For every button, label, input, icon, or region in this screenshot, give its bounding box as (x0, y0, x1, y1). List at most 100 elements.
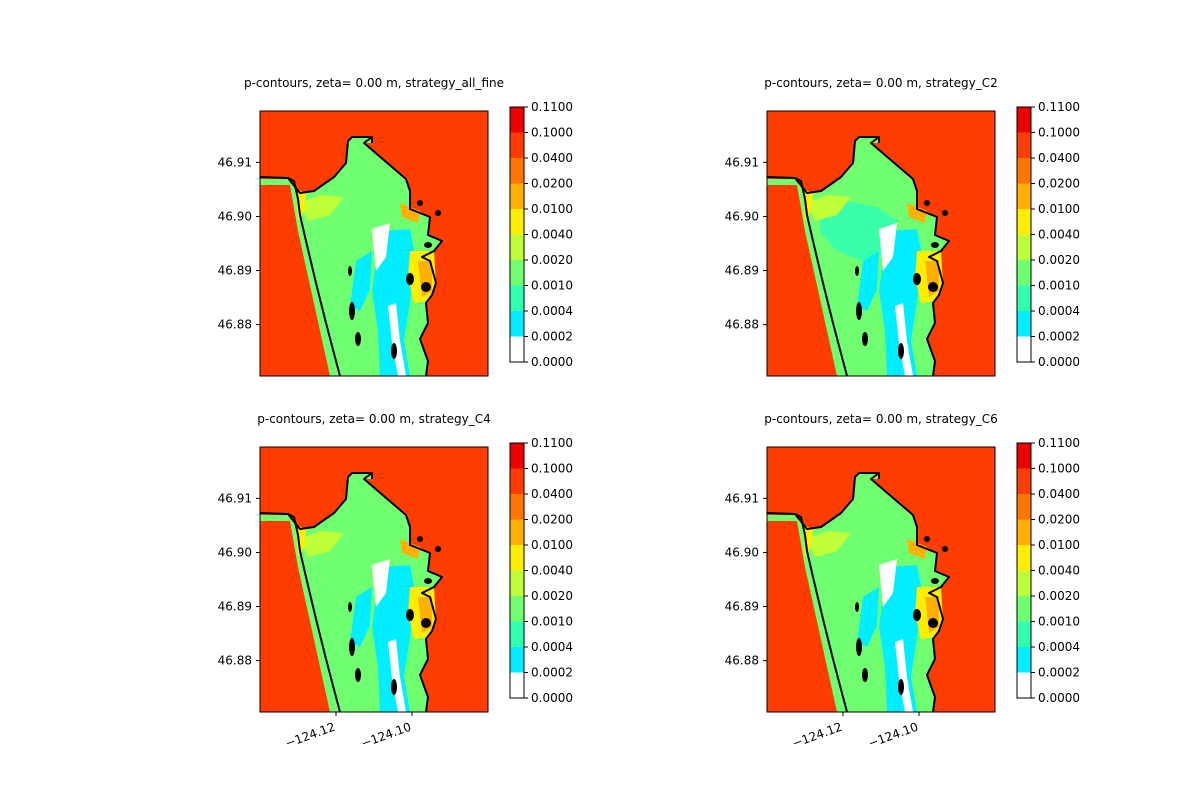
colorbar-label: 0.0400 (1038, 151, 1080, 165)
ytick-label: 46.90 (725, 209, 759, 223)
colorbar-label: 0.0020 (1038, 589, 1080, 603)
colorbar-label: 0.0100 (1038, 202, 1080, 216)
colorbar-band-0.0400 (510, 468, 524, 495)
coastline-east (363, 136, 443, 376)
panel-title: p-contours, zeta= 0.00 m, strategy_C6 (764, 412, 997, 426)
band-east-warm (400, 539, 420, 559)
coastline-west (260, 512, 341, 712)
island-2 (862, 668, 868, 682)
island-4 (391, 343, 397, 359)
contour-field (260, 111, 488, 376)
colorbar-label: 0.1100 (1038, 436, 1080, 450)
island-8 (435, 210, 441, 216)
colorbar-label: 0.0002 (531, 330, 573, 344)
colorbar-band-0.0004 (510, 285, 524, 312)
panels: 46.91 46.90 46.89 46.88 p-contours, zeta= 0.… (218, 76, 1080, 751)
ytick-label: 46.91 (725, 155, 759, 169)
coastline-north (287, 136, 373, 194)
island-2 (355, 668, 361, 682)
island-6 (928, 282, 938, 292)
band-channel-west (857, 587, 879, 647)
map-panel-3: 46.91 46.90 46.89 46.88 −124.12 −124.10 p-cont… (218, 412, 573, 751)
band-east-warm (907, 203, 927, 223)
island-9 (424, 578, 432, 584)
colorbar-band-0.0200 (510, 158, 524, 184)
colorbar-band-0.1000 (510, 443, 524, 469)
colorbar: 0.1100 0.1000 0.0400 0.0200 0.0100 0.0040 0.00… (509, 100, 573, 369)
island-8 (942, 210, 948, 216)
xtick-label: −124.10 (359, 720, 413, 751)
band-white-north (372, 559, 390, 607)
contour-field (767, 111, 995, 376)
band-channel-west (857, 251, 879, 311)
band-0.0040 (807, 195, 851, 221)
colorbar-band-0.0020 (510, 570, 524, 597)
coastline-west (767, 512, 848, 712)
colorbar-band-0.1000 (510, 107, 524, 133)
island-1 (349, 302, 355, 320)
ytick-label: 46.88 (218, 318, 252, 332)
colorbar-band-0.0000 (1017, 672, 1031, 699)
band-east-warm (400, 203, 420, 223)
coastline-north (287, 472, 373, 530)
band-interior (310, 201, 390, 261)
ytick-label: 46.89 (725, 264, 759, 278)
band-channel-west (350, 587, 372, 647)
colorbar-band-0.0010 (1017, 596, 1031, 622)
island-5 (913, 273, 921, 285)
island-8 (435, 546, 441, 552)
band-0.0002 (879, 229, 923, 376)
colorbar-label: 0.0020 (531, 589, 573, 603)
colorbar-label: 0.0040 (1038, 228, 1080, 242)
coastline-east (870, 472, 950, 712)
colorbar-band-0.0200 (1017, 158, 1031, 184)
island-9 (424, 242, 432, 248)
band-white-north (879, 559, 897, 607)
island-7 (417, 200, 423, 206)
ytick-label: 46.89 (725, 600, 759, 614)
coastline-west (767, 176, 848, 376)
band-0.0040 (300, 531, 344, 557)
ytick-label: 46.89 (218, 600, 252, 614)
island-3 (855, 602, 859, 612)
colorbar-label: 0.0400 (531, 151, 573, 165)
band-interior (817, 201, 897, 261)
xtick-label: −124.10 (866, 720, 920, 751)
map-panel-1: 46.91 46.90 46.89 46.88 p-contours, zeta= 0.… (218, 76, 573, 377)
colorbar-label: 0.0100 (531, 202, 573, 216)
colorbar-label: 0.0040 (531, 228, 573, 242)
colorbar-band-0.0004 (510, 621, 524, 648)
colorbar-label: 0.1100 (531, 100, 573, 114)
colorbar-band-0.0000 (510, 672, 524, 699)
band-0.0000 (388, 639, 406, 712)
island-2 (355, 332, 361, 346)
panel-title: p-contours, zeta= 0.00 m, strategy_all_f… (244, 76, 504, 90)
colorbar-label: 0.0200 (531, 177, 573, 191)
axes-frame (259, 446, 489, 713)
island-7 (417, 536, 423, 542)
band-0.0040 (300, 195, 344, 221)
island-2 (862, 332, 868, 346)
contour-field (260, 447, 488, 712)
colorbar-label: 0.1100 (1038, 100, 1080, 114)
colorbar-label: 0.0400 (1038, 487, 1080, 501)
colorbar-band-0.1000 (1017, 443, 1031, 469)
island-6 (421, 618, 431, 628)
colorbar-label: 0.0004 (1038, 304, 1080, 318)
island-1 (349, 638, 355, 656)
band-0.0040 (807, 531, 851, 557)
island-6 (928, 618, 938, 628)
colorbar-band-0.0400 (1017, 468, 1031, 495)
colorbar-band-0.0020 (1017, 234, 1031, 261)
colorbar-label: 0.0200 (1038, 513, 1080, 527)
xtick-label: −124.12 (790, 720, 844, 751)
colorbar-label: 0.0400 (531, 487, 573, 501)
colorbar-band-0.0004 (1017, 285, 1031, 312)
colorbar-band-0.0100 (510, 519, 524, 546)
map-panel-2: 46.91 46.90 46.89 46.88 p-contours, zeta= 0.… (725, 76, 1080, 377)
colorbar-label: 0.0040 (1038, 564, 1080, 578)
colorbar-label: 0.0010 (531, 279, 573, 293)
xtick-label: −124.12 (283, 720, 337, 751)
ytick-label: 46.89 (218, 264, 252, 278)
ytick-label: 46.88 (725, 318, 759, 332)
